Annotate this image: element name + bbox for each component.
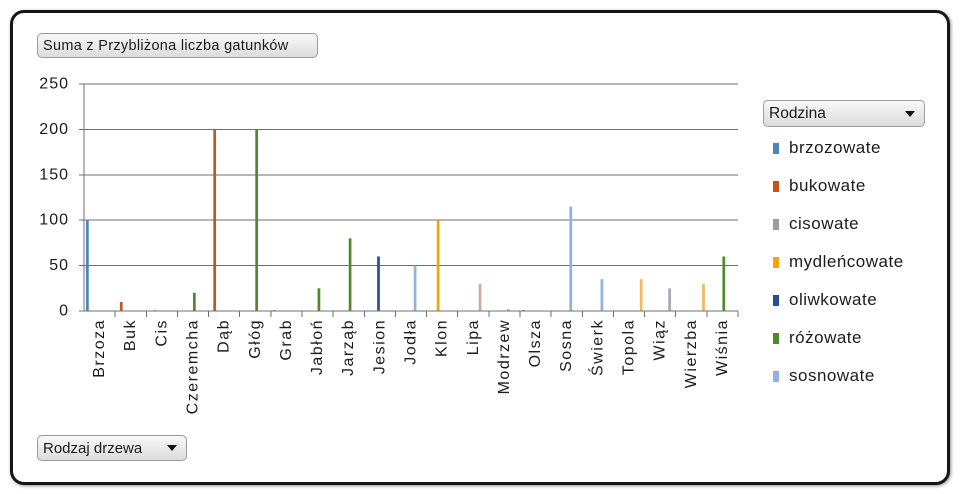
x-tick-label: Jesion [371, 319, 388, 374]
x-tick-label: Jabłoń [309, 319, 326, 375]
bar [348, 238, 352, 311]
x-tick-label: Grab [278, 319, 295, 361]
x-tick-label: Buk [122, 319, 139, 351]
legend-label: brzozowate [789, 138, 881, 157]
x-tick-label: Sosna [558, 319, 575, 372]
x-tick-label: Cis [153, 319, 170, 347]
x-tick-label: Wierzba [683, 319, 700, 388]
bar [413, 265, 417, 311]
legend-label: cisowate [789, 214, 860, 233]
bar [86, 220, 89, 311]
legend-label: oliwkowate [789, 290, 878, 309]
axis-field-label: Rodzaj drzewa [43, 439, 143, 457]
bar [317, 288, 321, 311]
bar [193, 292, 196, 311]
legend-label: różowate [789, 328, 862, 347]
legend-swatch [773, 180, 779, 192]
legend-swatch [773, 142, 779, 154]
legend-item: mydleńcowate [773, 243, 904, 281]
legend-swatch [773, 256, 779, 268]
x-tick-label: Czeremcha [185, 319, 202, 414]
legend-field-label: Rodzina [769, 104, 826, 122]
y-tick-label: 50 [49, 257, 69, 274]
bar [507, 309, 510, 311]
legend-swatch [773, 332, 779, 344]
x-tick-label: Brzoza [91, 319, 108, 378]
y-tick-label: 150 [39, 166, 69, 183]
bar [213, 129, 217, 311]
chart-frame [10, 10, 950, 485]
legend-swatch [773, 294, 779, 306]
legend-item: różowate [773, 319, 904, 357]
x-tick-label: Wiśnia [714, 319, 731, 376]
values-field-button[interactable]: Suma z Przybliżona liczba gatunków [37, 33, 318, 58]
legend-label: bukowate [789, 176, 866, 195]
chevron-down-icon[interactable] [905, 110, 915, 117]
bar [600, 279, 604, 311]
legend-swatch [773, 218, 779, 230]
axis-field-button[interactable]: Rodzaj drzewa [37, 435, 187, 461]
x-tick-label: Lipa [465, 319, 482, 355]
y-tick-label: 100 [39, 212, 69, 229]
gridlines [84, 83, 738, 267]
bar [639, 279, 643, 311]
legend-item: brzozowate [773, 129, 904, 167]
x-tick-label: Dąb [216, 319, 233, 353]
y-tick-label: 0 [59, 303, 69, 320]
x-tick-label: Klon [434, 319, 451, 357]
values-field-label: Suma z Przybliżona liczba gatunków [43, 37, 289, 54]
x-tick-label: Topola [621, 319, 638, 375]
legend-item: cisowate [773, 205, 904, 243]
legend-item: oliwkowate [773, 281, 904, 319]
bar [255, 129, 258, 311]
bar [702, 283, 705, 311]
bar [722, 256, 726, 311]
legend-item: bukowate [773, 167, 904, 205]
y-tick-label: 200 [39, 121, 69, 138]
legend-swatch [773, 370, 779, 382]
x-tick-label: Olsza [527, 319, 544, 367]
x-tick-label: Jodła [403, 319, 420, 365]
bar [569, 206, 573, 311]
x-tick-label: Modrzew [496, 319, 513, 394]
bar [436, 220, 440, 311]
x-tick-label: Wiąz [652, 319, 669, 361]
bars [86, 129, 726, 311]
legend-label: sosnowate [789, 366, 875, 385]
y-tick-label: 250 [39, 76, 69, 93]
legend-field-button[interactable]: Rodzina [763, 100, 925, 127]
axes: 0 50 100 150 200 250 Brzoza Buk Cis Czeremcha Dąb G… [39, 76, 739, 414]
bar [377, 256, 380, 311]
x-tick-label: Głóg [247, 319, 264, 359]
x-tick-label: Jarząb [340, 319, 357, 376]
bar [668, 288, 671, 311]
bar [478, 283, 482, 311]
bar [119, 301, 123, 311]
x-tick-label: Świerk [587, 319, 606, 376]
legend-item: sosnowate [773, 357, 904, 395]
legend: brzozowate bukowate cisowate mydleńcowat… [773, 129, 904, 395]
chevron-down-icon[interactable] [167, 445, 177, 451]
legend-label: mydleńcowate [789, 252, 904, 271]
